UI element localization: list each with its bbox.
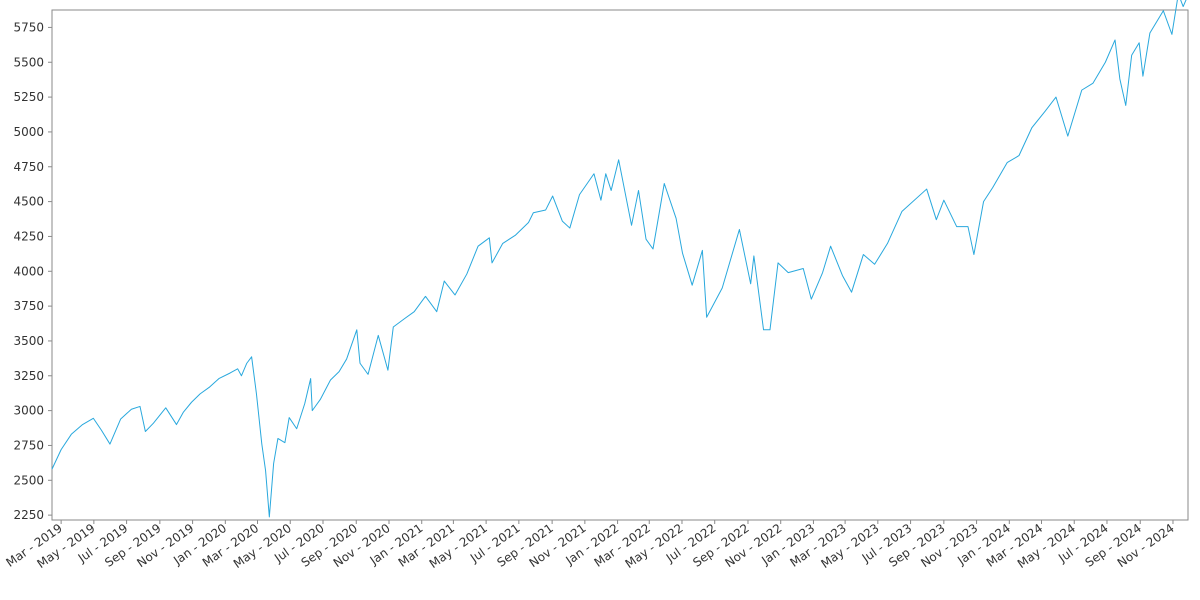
y-tick-label: 2750 <box>13 438 44 452</box>
y-tick-label: 3750 <box>13 299 44 313</box>
y-tick-label: 3250 <box>13 369 44 383</box>
y-tick-label: 3500 <box>13 334 44 348</box>
series-layer <box>51 0 1187 518</box>
y-tick-label: 4750 <box>13 160 44 174</box>
y-tick-label: 4000 <box>13 264 44 278</box>
y-tick-label: 5500 <box>13 55 44 69</box>
y-tick-label: 4250 <box>13 229 44 243</box>
y-tick-label: 5250 <box>13 90 44 104</box>
y-tick-label: 5000 <box>13 125 44 139</box>
y-tick-label: 2500 <box>13 473 44 487</box>
y-axis: 2250 2500 2750 3000 3250 3500 3750 4000 4250 4500… <box>13 20 52 522</box>
series-line <box>51 0 1187 518</box>
y-tick-label: 5750 <box>13 20 44 34</box>
plot-frame <box>51 9 1189 521</box>
y-tick-label: 4500 <box>13 195 44 209</box>
y-tick-label: 3000 <box>13 404 44 418</box>
y-tick-label: 2250 <box>13 508 44 522</box>
